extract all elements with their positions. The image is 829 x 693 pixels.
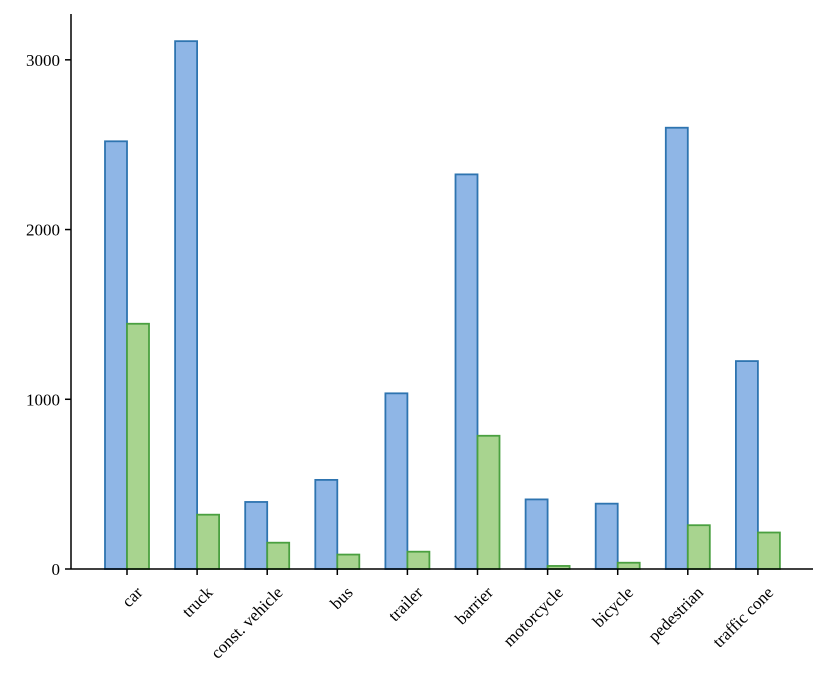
y-tick-label: 2000 bbox=[26, 221, 60, 240]
x-tick-label-motorcycle: motorcycle bbox=[499, 583, 567, 651]
bar-bus-series-1 bbox=[314, 478, 339, 570]
bar-traffic-cone-series-1 bbox=[735, 360, 759, 570]
x-tick-label-const-vehicle: const. vehicle bbox=[207, 583, 287, 663]
bar-barrier-series-1 bbox=[454, 173, 479, 570]
bar-const-vehicle-series-1 bbox=[244, 501, 269, 570]
y-ticks: 0 1000 2000 3000 bbox=[26, 51, 71, 579]
y-tick-label: 3000 bbox=[26, 51, 60, 70]
bar-traffic-cone-series-2 bbox=[757, 531, 781, 570]
x-tick-label-truck: truck bbox=[178, 583, 216, 621]
bar-motorcycle-series-1 bbox=[524, 498, 549, 570]
bar-pedestrian-series-1 bbox=[664, 126, 689, 570]
x-tick-label-barrier: barrier bbox=[451, 583, 497, 629]
x-tick-label-trailer: trailer bbox=[385, 583, 427, 625]
bar-trailer-series-1 bbox=[384, 392, 409, 570]
bar-car-series-1 bbox=[104, 140, 128, 570]
bars-layer bbox=[104, 40, 781, 570]
bar-car-series-2 bbox=[126, 322, 150, 570]
x-tick-label-pedestrian: pedestrian bbox=[644, 583, 707, 646]
bar-truck-series-1 bbox=[174, 40, 199, 570]
y-tick-label: 0 bbox=[52, 560, 61, 579]
bar-bicycle-series-1 bbox=[594, 502, 619, 570]
bar-bicycle-series-2 bbox=[616, 561, 641, 570]
x-tick-label-car: car bbox=[118, 583, 146, 611]
x-tick-label-bicycle: bicycle bbox=[589, 583, 637, 631]
x-tick-label-bus: bus bbox=[326, 583, 356, 613]
bar-truck-series-2 bbox=[196, 513, 221, 570]
y-tick-label: 1000 bbox=[26, 390, 60, 409]
bar-pedestrian-series-2 bbox=[686, 524, 711, 570]
bar-const-vehicle-series-2 bbox=[266, 541, 291, 570]
bar-barrier-series-2 bbox=[476, 434, 501, 570]
bar-trailer-series-2 bbox=[406, 550, 431, 570]
bar-bus-series-2 bbox=[336, 553, 361, 570]
x-tick-label-traffic-cone: traffic cone bbox=[709, 583, 777, 651]
